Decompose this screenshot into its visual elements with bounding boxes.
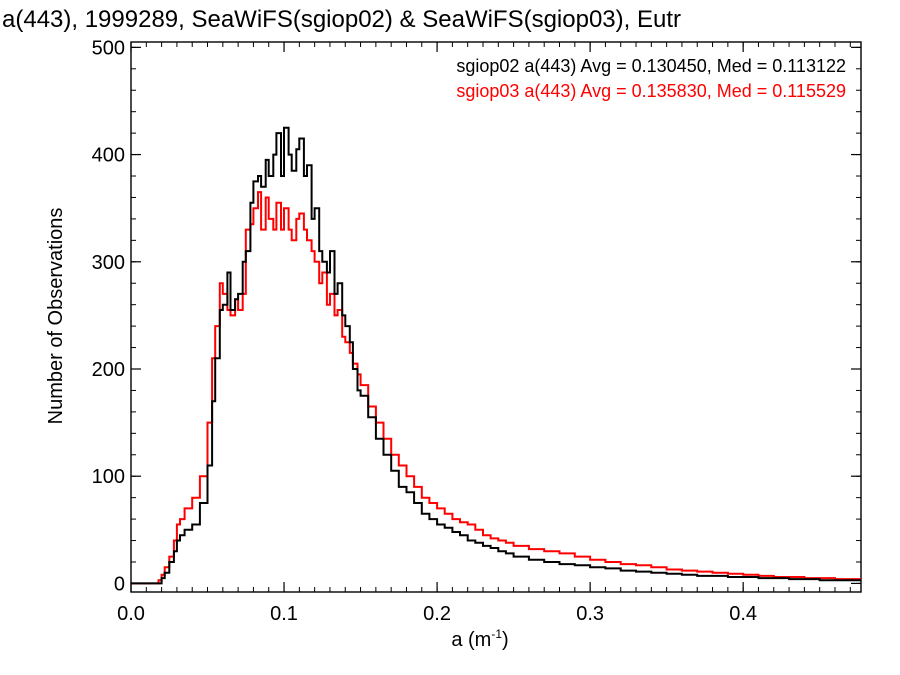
y-tick-label: 0 [114, 573, 125, 595]
chart-title: a(443), 1999289, SeaWiFS(sgiop02) & SeaW… [2, 6, 681, 33]
y-tick-label: 400 [92, 145, 125, 167]
y-axis-label: Number of Observations [45, 208, 67, 425]
series-layer [131, 126, 861, 585]
x-tick-label: 0.3 [576, 603, 604, 625]
y-tick-label: 300 [92, 252, 125, 274]
series-line-sgiop03 [131, 191, 861, 585]
x-tick-label: 0.1 [270, 603, 298, 625]
plot-frame [130, 41, 862, 593]
series-annotation-sgiop02: sgiop02 a(443) Avg = 0.130450, Med = 0.1… [456, 56, 846, 76]
legend: sgiop02 a(443) Avg = 0.130450, Med = 0.1… [456, 56, 846, 101]
axis-ticks: 0.0 0.1 0.2 0.3 0.4 0 100 200 300 400 500 [92, 37, 861, 625]
series-annotation-sgiop03: sgiop03 a(443) Avg = 0.135830, Med = 0.1… [456, 81, 846, 101]
series-line-sgiop02 [131, 126, 861, 585]
x-tick-label: 0.2 [423, 603, 451, 625]
y-tick-label: 500 [92, 37, 125, 59]
plot-border [130, 41, 862, 593]
y-tick-label: 100 [92, 466, 125, 488]
x-tick-label: 0.4 [729, 603, 757, 625]
x-tick-label: 0.0 [117, 603, 145, 625]
x-axis-label: a (m-1) [451, 627, 508, 651]
y-tick-label: 200 [92, 359, 125, 381]
